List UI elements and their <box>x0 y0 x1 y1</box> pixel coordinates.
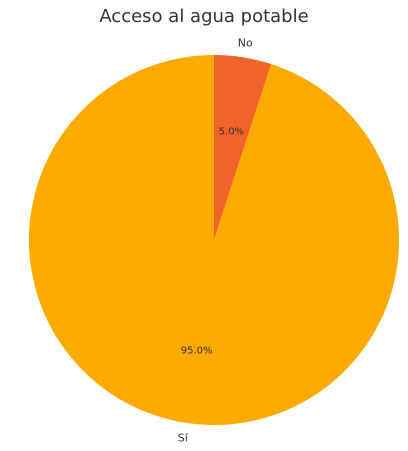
chart-title: Acceso al agua potable <box>99 6 309 27</box>
pie-slice-sí <box>28 55 399 425</box>
category-label-no: No <box>238 37 253 50</box>
percent-label-no: 5.0% <box>219 126 244 137</box>
category-label-sí: Sí <box>178 431 189 444</box>
percent-label-sí: 95.0% <box>181 346 213 357</box>
pie-slice-no <box>214 55 272 240</box>
